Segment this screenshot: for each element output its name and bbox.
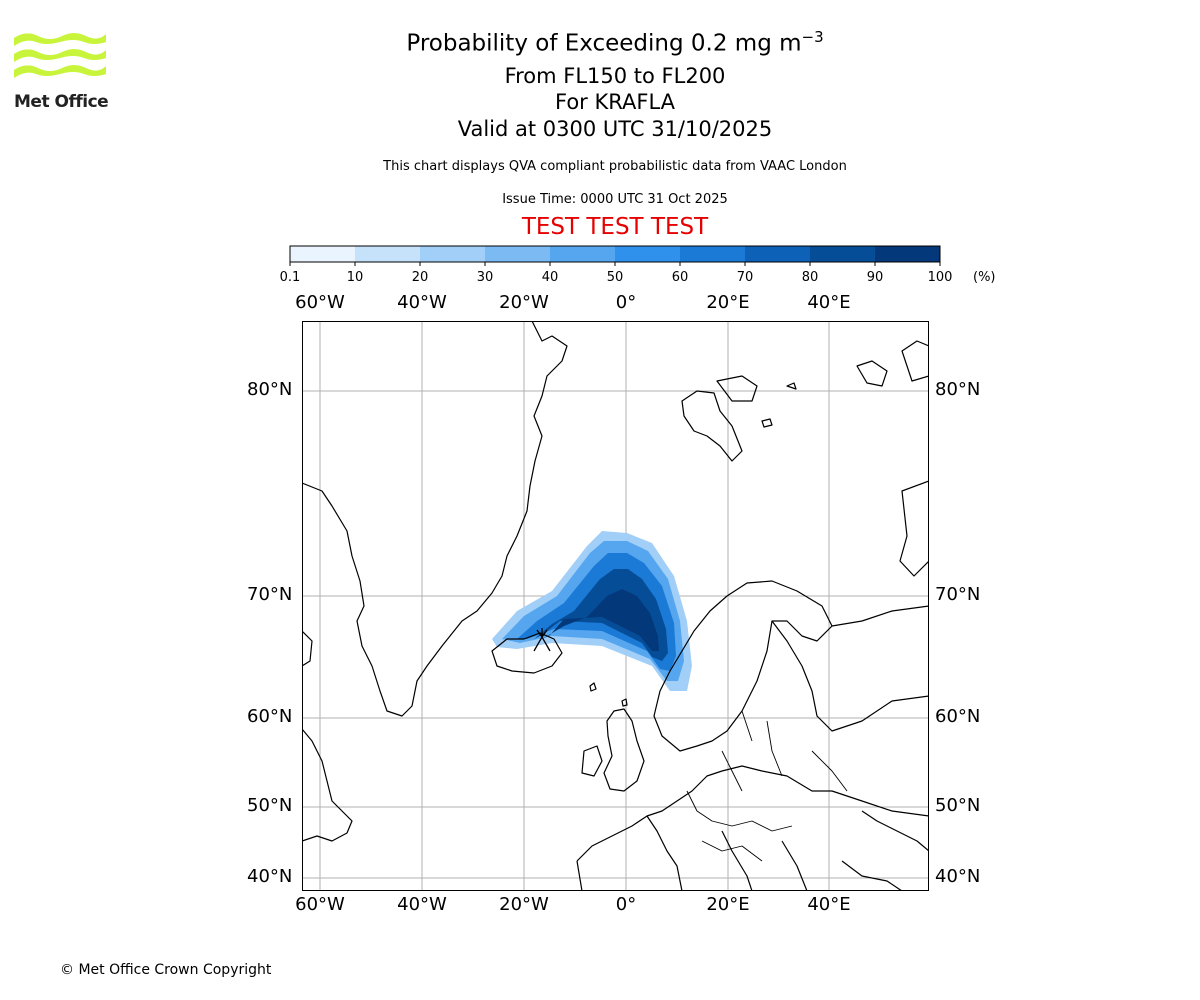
longitude-label: 0°: [615, 894, 637, 915]
colorbar-tick-label: 100: [927, 270, 953, 285]
valid-time: Valid at 0300 UTC 31/10/2025: [457, 117, 773, 141]
longitude-label: 20°E: [706, 292, 750, 313]
longitude-label: 40°W: [397, 894, 447, 915]
colorbar-tick-label: 0.1: [279, 270, 301, 285]
latitude-label: 80°N: [247, 379, 293, 400]
copyright-notice: © Met Office Crown Copyright: [60, 962, 272, 978]
colorbar-segment: [615, 246, 680, 262]
colorbar-tick-label: 50: [606, 270, 624, 285]
coastlines: [302, 321, 929, 891]
met-office-logo-icon: [14, 33, 106, 78]
colorbar-tick-label: 80: [801, 270, 819, 285]
chart-title-exponent: −3: [801, 28, 824, 46]
latitude-label: 50°N: [935, 795, 981, 816]
ash-plume: [492, 531, 692, 691]
chart-title-main: Probability of Exceeding 0.2 mg m: [406, 30, 802, 57]
longitude-label: 40°W: [397, 292, 447, 313]
colorbar-tick-label: 60: [671, 270, 689, 285]
colorbar-frame: [289, 245, 941, 263]
chart-title: Probability of Exceeding 0.2 mg m−3: [0, 28, 1200, 57]
longitude-label: 60°W: [295, 894, 345, 915]
colorbar-segment: [355, 246, 420, 262]
test-banner: TEST TEST TEST: [521, 214, 709, 240]
colorbar-segment: [290, 246, 355, 262]
longitude-label: 40°E: [807, 292, 851, 313]
volcano-marker-icon: [533, 628, 551, 652]
longitude-label: 20°W: [499, 894, 549, 915]
colorbar-segment: [550, 246, 615, 262]
colorbar: [289, 245, 941, 266]
longitude-label: 40°E: [807, 894, 851, 915]
longitude-label: 0°: [615, 292, 637, 313]
longitude-label: 20°E: [706, 894, 750, 915]
colorbar-segment: [745, 246, 810, 262]
flight-level-range: From FL150 to FL200: [504, 64, 726, 88]
latitude-label: 70°N: [935, 584, 981, 605]
latitude-label: 40°N: [935, 866, 981, 887]
colorbar-segment: [420, 246, 485, 262]
colorbar-segment: [875, 246, 940, 262]
colorbar-tick-label: 90: [866, 270, 884, 285]
colorbar-segment: [485, 246, 550, 262]
colorbar-tick-label: 10: [346, 270, 364, 285]
latitude-label: 50°N: [247, 795, 293, 816]
volcano-name: For KRAFLA: [555, 90, 675, 114]
longitude-label: 60°W: [295, 292, 345, 313]
colorbar-tick-label: 30: [476, 270, 494, 285]
colorbar-segment: [810, 246, 875, 262]
met-office-logo-text: Met Office: [14, 92, 109, 112]
latitude-label: 60°N: [247, 706, 293, 727]
colorbar-tick-label: 70: [736, 270, 754, 285]
chart-subtitle: This chart displays QVA compliant probab…: [383, 159, 847, 174]
latitude-label: 40°N: [247, 866, 293, 887]
issue-time: Issue Time: 0000 UTC 31 Oct 2025: [502, 192, 728, 207]
colorbar-tick-label: 20: [411, 270, 429, 285]
latitude-label: 70°N: [247, 584, 293, 605]
map-panel: [302, 321, 929, 891]
colorbar-tick-label: 40: [541, 270, 559, 285]
map-gridlines: [302, 321, 929, 891]
colorbar-unit: (%): [973, 270, 996, 285]
longitude-label: 20°W: [499, 292, 549, 313]
map-frame: [302, 321, 929, 891]
latitude-label: 80°N: [935, 379, 981, 400]
colorbar-segment: [680, 246, 745, 262]
latitude-label: 60°N: [935, 706, 981, 727]
